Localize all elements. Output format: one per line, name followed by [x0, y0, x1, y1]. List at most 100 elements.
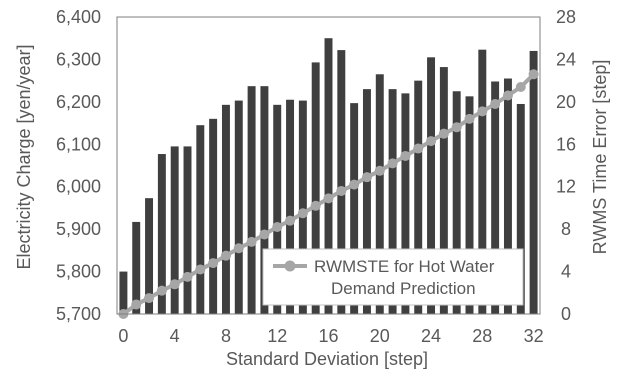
x-tick-label: 20 — [370, 326, 390, 346]
y-right-tick-label: 12 — [556, 177, 576, 197]
bar-23 — [414, 80, 423, 314]
bar-30 — [503, 78, 512, 315]
x-tick-label: 0 — [118, 326, 128, 346]
bar-29 — [491, 81, 500, 315]
rwmste-point-10 — [246, 236, 257, 247]
rwmste-point-23 — [413, 143, 424, 154]
y-left-tick-label: 5,900 — [56, 219, 101, 239]
axis-ticks: 5,700 5,800 5,900 6,000 6,100 6,200 6,300 6,400… — [56, 7, 576, 346]
bar-10 — [247, 86, 256, 314]
rwmste-point-14 — [297, 208, 308, 219]
x-tick-label: 12 — [267, 326, 287, 346]
rwmste-point-6 — [195, 264, 206, 275]
bar-26 — [452, 91, 461, 314]
bar-20 — [375, 74, 384, 314]
x-tick-label: 28 — [472, 326, 492, 346]
bar-6 — [196, 125, 205, 314]
y-right-tick-label: 24 — [556, 49, 576, 69]
y-right-tick-label: 0 — [561, 304, 571, 324]
legend-marker-swatch — [284, 260, 296, 272]
rwmste-point-31 — [515, 82, 526, 93]
rwmste-point-25 — [438, 128, 449, 139]
bar-1 — [132, 221, 141, 314]
y-left-tick-label: 6,300 — [56, 49, 101, 69]
rwmste-point-8 — [220, 250, 231, 261]
y-right-tick-label: 4 — [561, 262, 571, 282]
rwmste-point-13 — [285, 215, 296, 226]
bar-28 — [478, 49, 487, 315]
x-tick-label: 16 — [318, 326, 338, 346]
rwmste-point-19 — [361, 172, 372, 183]
bar-16 — [324, 38, 333, 315]
plot-area-border — [116, 16, 541, 315]
bar-25 — [439, 67, 448, 314]
bar-27 — [465, 96, 474, 314]
bar-8 — [221, 104, 230, 314]
rwmste-point-21 — [387, 158, 398, 169]
bar-2 — [145, 198, 154, 314]
rwmste-point-2 — [144, 293, 155, 304]
y-right-tick-label: 28 — [556, 7, 576, 27]
bar-3 — [157, 154, 166, 314]
x-tick-label: 24 — [421, 326, 441, 346]
line-series — [118, 69, 539, 319]
rwmste-point-26 — [451, 122, 462, 133]
y-left-tick-label: 5,800 — [56, 262, 101, 282]
x-tick-label: 32 — [524, 326, 544, 346]
y-left-tick-label: 6,000 — [56, 177, 101, 197]
rwmste-point-15 — [310, 200, 321, 211]
bar-32 — [529, 50, 538, 314]
rwmste-point-22 — [400, 150, 411, 161]
bar-22 — [401, 93, 410, 315]
y-left-tick-label: 6,200 — [56, 92, 101, 112]
x-axis-title: Standard Deviation [step] — [226, 349, 428, 369]
rwmste-point-29 — [490, 98, 501, 109]
rwmste-point-4 — [169, 279, 180, 290]
rwmste-point-28 — [477, 106, 488, 117]
bar-13 — [286, 99, 295, 315]
bar-series — [119, 38, 538, 315]
y-left-tick-label: 6,100 — [56, 134, 101, 154]
bar-0 — [119, 271, 128, 314]
bar-31 — [516, 103, 525, 314]
legend-label-line-1: RWMSTE for Hot Water — [314, 257, 495, 276]
bar-14 — [298, 100, 307, 314]
rwmste-point-32 — [528, 69, 539, 80]
y-left-tick-label: 5,700 — [56, 304, 101, 324]
bar-19 — [362, 89, 371, 314]
y-axis-title-right: RWMS Time Error [step] — [590, 60, 610, 255]
y-axis-title-left: Electricity Charge [yen/year] — [14, 44, 34, 269]
legend-box — [262, 248, 524, 306]
legend-label-line-2: Demand Prediction — [331, 279, 476, 298]
bar-18 — [350, 103, 359, 314]
bar-7 — [209, 118, 218, 314]
rwmste-point-3 — [156, 285, 167, 296]
rwmste-point-11 — [259, 229, 270, 240]
plot-frame — [116, 16, 541, 315]
legend: RWMSTE for Hot Water Demand Prediction — [262, 248, 524, 306]
bar-15 — [311, 62, 320, 315]
x-tick-label: 4 — [170, 326, 180, 346]
rwmste-point-30 — [502, 90, 513, 101]
bar-11 — [260, 86, 269, 314]
rwmste-point-16 — [323, 193, 334, 204]
bar-24 — [427, 57, 436, 315]
bar-17 — [337, 50, 346, 315]
bar-5 — [183, 146, 192, 314]
y-right-tick-label: 20 — [556, 92, 576, 112]
bar-4 — [170, 146, 179, 314]
rwmste-point-7 — [208, 258, 219, 269]
y-right-tick-label: 8 — [561, 219, 571, 239]
bar-21 — [388, 89, 397, 314]
rwmste-point-5 — [182, 271, 193, 282]
rwmste-point-1 — [131, 299, 142, 310]
rwmste-point-18 — [349, 179, 360, 190]
rwmste-point-24 — [426, 136, 437, 147]
rwmste-point-12 — [272, 222, 283, 233]
rwmste-point-9 — [233, 243, 244, 254]
rwmste-point-27 — [464, 113, 475, 124]
y-left-tick-label: 6,400 — [56, 7, 101, 27]
x-tick-label: 8 — [221, 326, 231, 346]
y-right-tick-label: 16 — [556, 134, 576, 154]
